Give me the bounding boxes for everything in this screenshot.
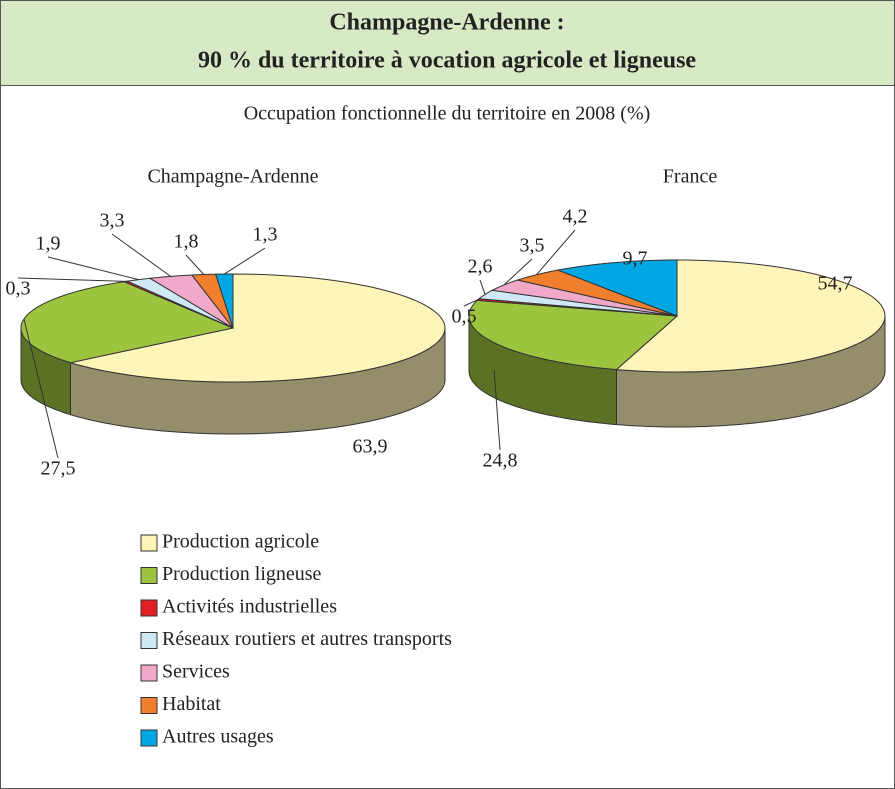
leader-line bbox=[23, 318, 59, 459]
pie-slice bbox=[70, 273, 446, 383]
legend-swatch bbox=[140, 599, 158, 617]
value-label: 3,5 bbox=[520, 235, 545, 257]
pie-slice bbox=[20, 281, 235, 364]
legend-label: Services bbox=[162, 661, 230, 683]
legend-label: Habitat bbox=[162, 693, 221, 715]
value-label: 1,3 bbox=[253, 224, 278, 246]
pie-slice bbox=[468, 299, 679, 371]
pie-slice bbox=[125, 277, 234, 329]
value-label: 1,9 bbox=[36, 233, 61, 255]
leader-line bbox=[493, 370, 501, 451]
legend-swatch bbox=[140, 664, 158, 682]
value-label: 9,7 bbox=[623, 248, 648, 270]
subtitle: Occupation fonctionnelle du territoire e… bbox=[244, 103, 651, 125]
leader-line bbox=[479, 279, 486, 295]
title-line: Champagne-Ardenne : bbox=[329, 10, 564, 36]
leader-line bbox=[17, 277, 126, 282]
value-label: 2,6 bbox=[468, 256, 493, 278]
value-label: 3,3 bbox=[100, 210, 125, 232]
pie-title: France bbox=[663, 166, 718, 188]
legend-label: Production ligneuse bbox=[162, 563, 322, 585]
title-line: 90 % du territoire à vocation agricole e… bbox=[198, 48, 696, 74]
value-label: 0,3 bbox=[6, 278, 31, 300]
leader-line bbox=[111, 233, 171, 277]
legend-swatch bbox=[140, 729, 158, 747]
leader-line bbox=[463, 299, 479, 307]
legend-swatch bbox=[140, 697, 158, 714]
leader-line bbox=[47, 256, 139, 281]
legend-swatch bbox=[140, 534, 158, 552]
leader-line bbox=[536, 229, 576, 276]
value-label: 0,5 bbox=[452, 306, 477, 328]
leader-line bbox=[503, 258, 533, 286]
pie-title: Champagne-Ardenne bbox=[147, 166, 318, 188]
value-label: 1,8 bbox=[174, 231, 199, 253]
leader-line bbox=[185, 254, 205, 275]
legend-label: Production agricole bbox=[162, 531, 319, 553]
legend-swatch bbox=[140, 632, 158, 649]
leader-line bbox=[224, 247, 266, 275]
pie-slice bbox=[615, 259, 886, 373]
legend-label: Réseaux routiers et autres transports bbox=[162, 628, 452, 650]
legend-swatch bbox=[140, 567, 158, 584]
value-label: 27,5 bbox=[41, 458, 76, 480]
legend-label: Autres usages bbox=[162, 726, 274, 748]
pie-slice bbox=[215, 273, 234, 329]
legend-label: Activités industrielles bbox=[162, 596, 337, 618]
value-label: 63,9 bbox=[353, 436, 388, 458]
value-label: 54,7 bbox=[818, 273, 853, 295]
pie-slice bbox=[556, 259, 678, 317]
value-label: 24,8 bbox=[483, 450, 518, 472]
header bbox=[0, 0, 895, 86]
value-label: 4,2 bbox=[563, 206, 588, 228]
